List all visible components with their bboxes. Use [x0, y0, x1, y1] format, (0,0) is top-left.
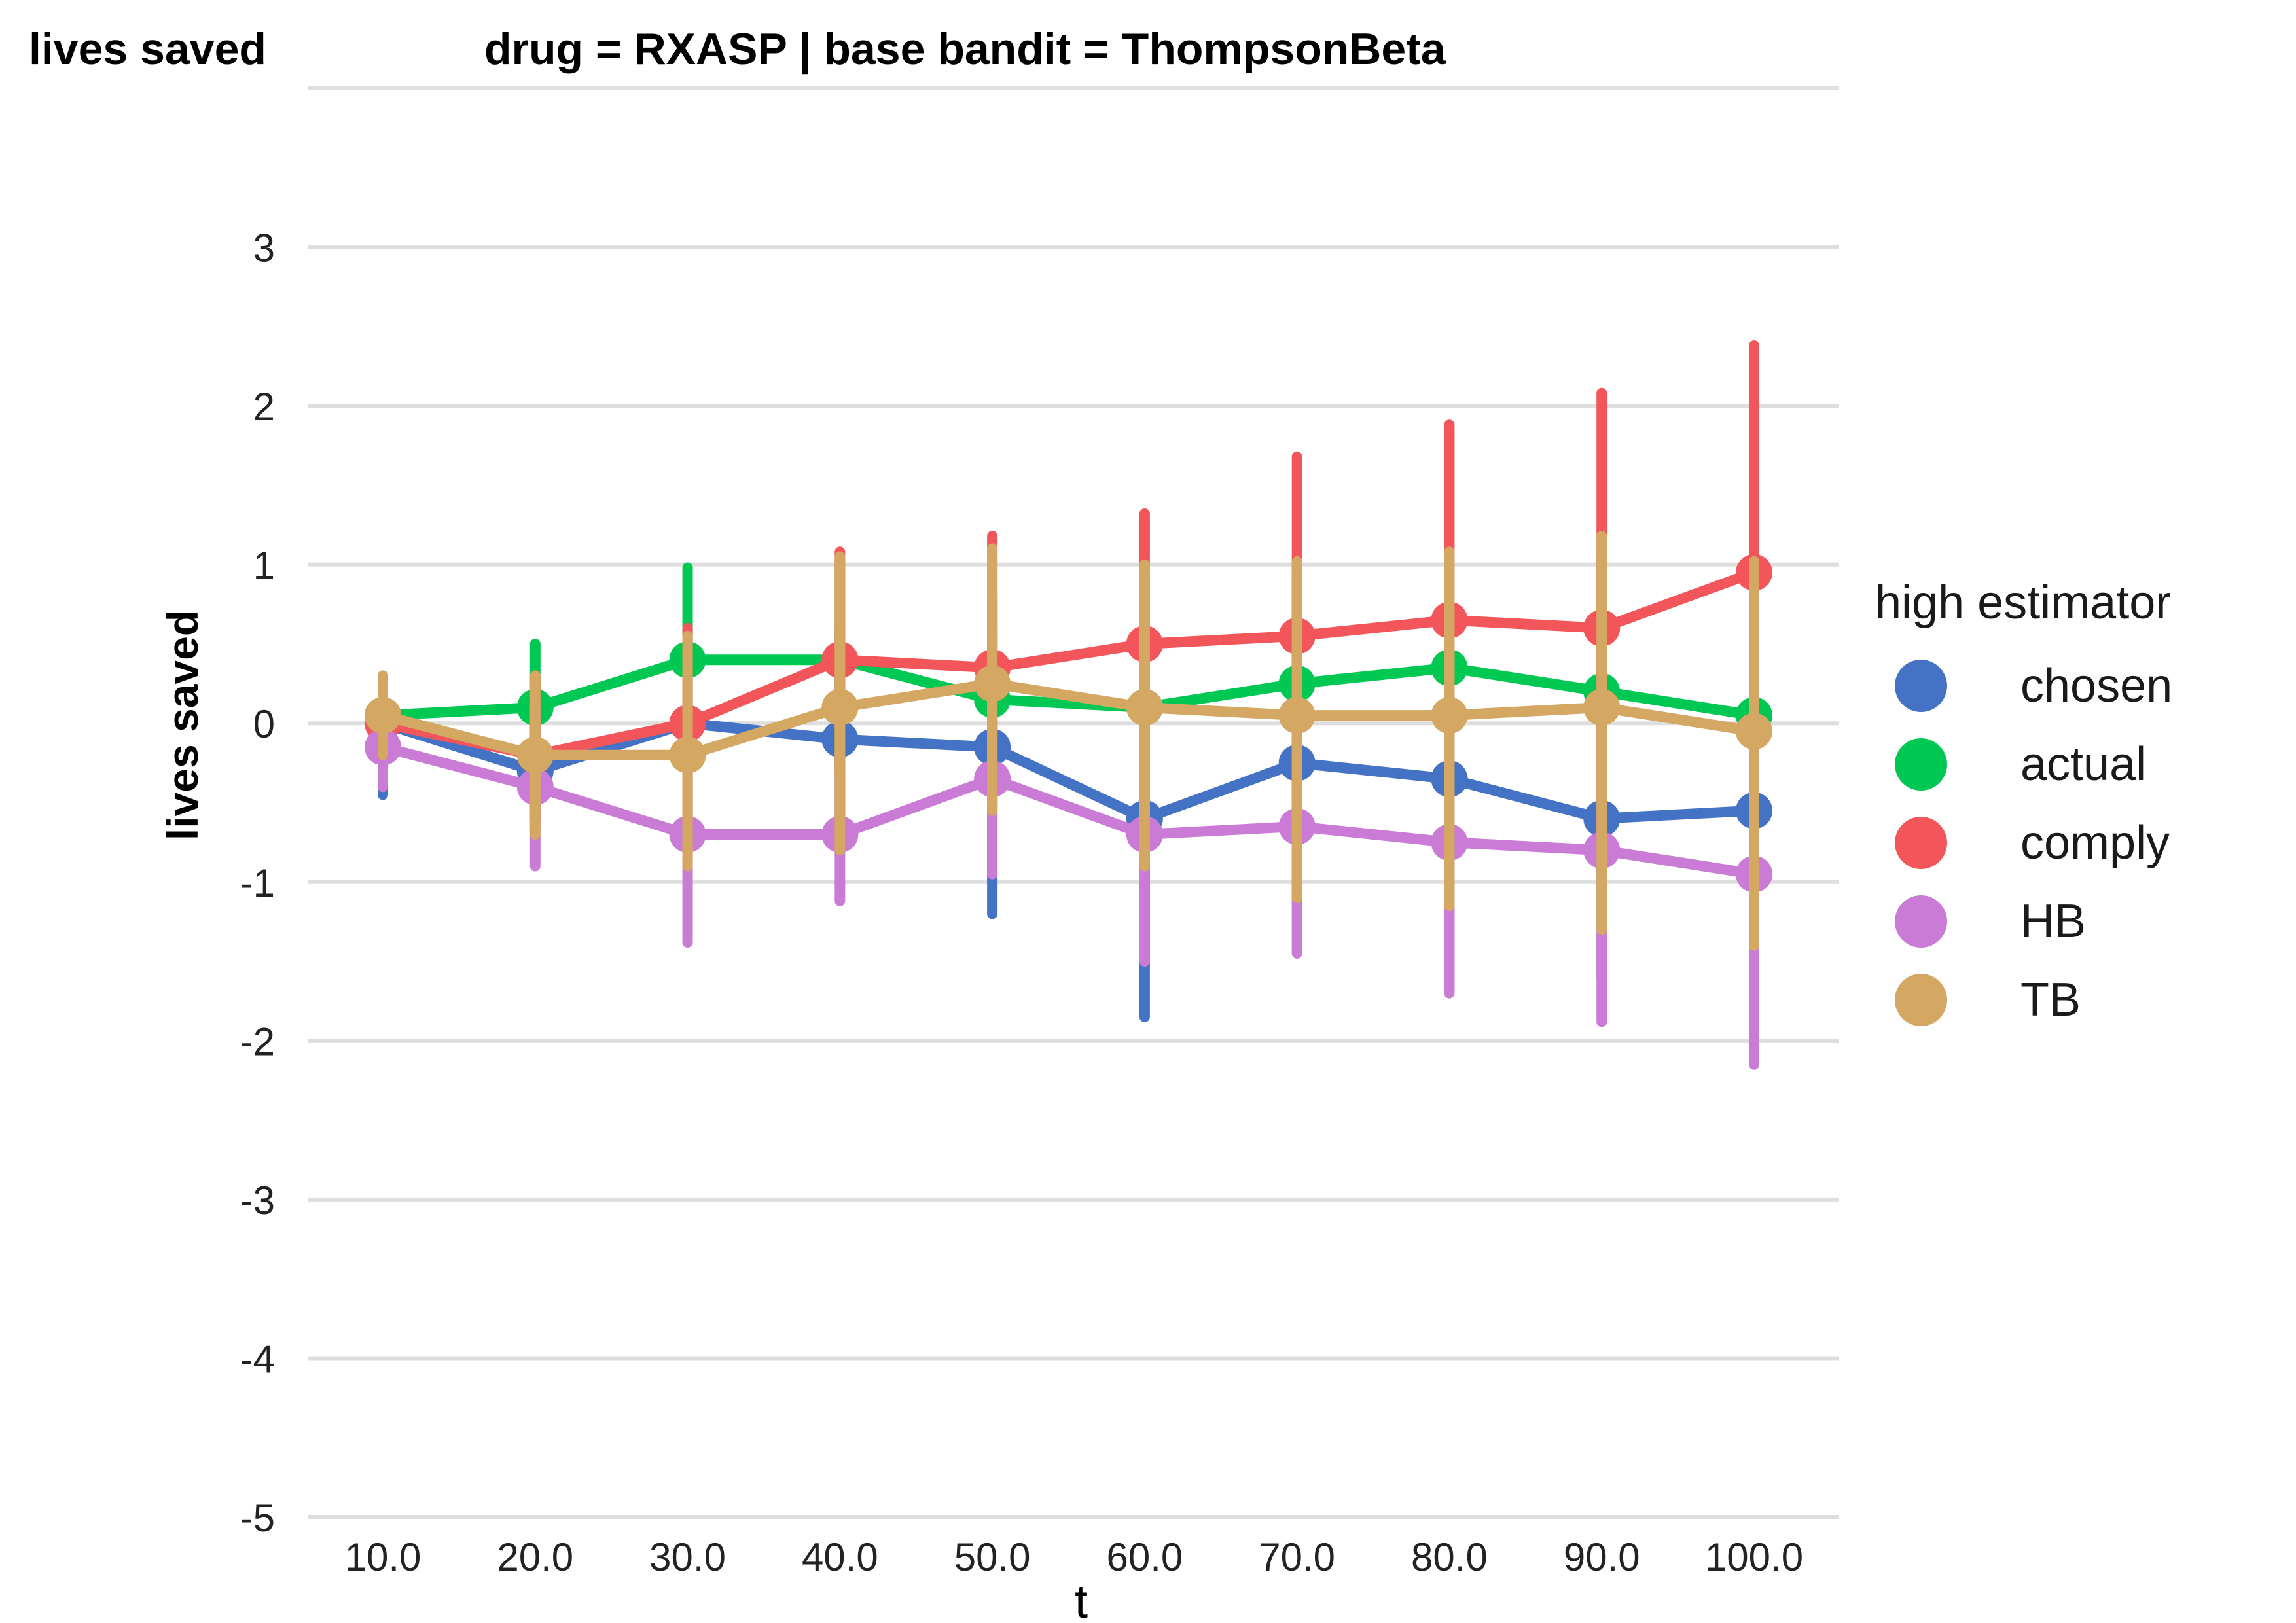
y-tick-label: -5	[240, 1496, 275, 1540]
legend-label: TB	[2020, 974, 2081, 1026]
legend-title: high estimator	[1875, 577, 2172, 629]
legend-label: chosen	[2020, 660, 2173, 712]
series-line	[381, 678, 1755, 760]
data-point	[516, 736, 554, 774]
legend-label: actual	[2020, 738, 2147, 791]
x-tick-label: 90.0	[1564, 1535, 1640, 1579]
x-tick-label: 30.0	[649, 1535, 726, 1579]
x-tick-label: 60.0	[1106, 1535, 1183, 1579]
y-tick-label: 0	[253, 702, 275, 746]
legend-swatch	[1895, 738, 1947, 791]
data-point	[365, 697, 401, 734]
data-point	[821, 688, 859, 726]
y-tick-label: -2	[240, 1020, 275, 1063]
gridlines	[308, 86, 1839, 1519]
series-line	[381, 718, 1755, 824]
legend-item: TB	[1875, 961, 2172, 1039]
data-point	[1126, 688, 1163, 726]
y-tick-label: -3	[240, 1179, 275, 1222]
y-tick-label: 3	[253, 226, 275, 270]
legend-label: HB	[2020, 895, 2087, 948]
series-layer	[365, 340, 1772, 1070]
corner-axis-label: lives saved	[29, 24, 266, 74]
data-point	[669, 736, 706, 774]
legend: high estimator chosen actual comply HB TB	[1875, 576, 2172, 1039]
legend-item: chosen	[1875, 647, 2172, 725]
y-axis-label: lives saved	[158, 610, 207, 840]
series-TB	[365, 531, 1772, 951]
y-tick-label: 2	[253, 385, 275, 429]
x-axis-label: t	[1075, 1576, 1088, 1623]
y-tick-label: 1	[253, 544, 275, 588]
x-tick-label: 10.0	[345, 1535, 422, 1579]
x-tick-label: 40.0	[802, 1535, 878, 1579]
legend-label: comply	[2020, 817, 2170, 869]
legend-swatch	[1895, 895, 1947, 948]
legend-items: chosen actual comply HB TB	[1875, 647, 2172, 1039]
data-point	[1736, 713, 1772, 750]
x-tick-label: 20.0	[497, 1535, 573, 1579]
x-tick-label: 50.0	[954, 1535, 1031, 1579]
chart-title: drug = RXASP | base bandit = ThompsonBet…	[484, 24, 1446, 74]
legend-item: actual	[1875, 725, 2172, 804]
x-tick-label: 80.0	[1411, 1535, 1488, 1579]
legend-item: comply	[1875, 804, 2172, 882]
data-point	[1431, 697, 1468, 734]
x-tick-label: 70.0	[1259, 1535, 1335, 1579]
data-point	[1278, 697, 1316, 734]
y-tick-labels: -5 -4 -3 -2 -1 0 1 2 3	[240, 226, 275, 1540]
y-tick-label: -1	[240, 861, 275, 905]
data-point	[974, 665, 1011, 702]
series-line	[382, 654, 1755, 721]
legend-item: HB	[1875, 882, 2172, 961]
x-tick-label: 100.0	[1705, 1535, 1803, 1579]
y-tick-label: -4	[240, 1337, 275, 1381]
legend-swatch	[1895, 817, 1947, 869]
series-line	[381, 741, 1755, 880]
series-line	[382, 567, 1756, 760]
x-tick-labels: 10.0 20.0 30.0 40.0 50.0 60.0 70.0 80.0 90.0 100.…	[345, 1535, 1803, 1579]
legend-swatch	[1895, 974, 1947, 1026]
data-point	[1583, 688, 1621, 726]
legend-swatch	[1895, 660, 1947, 712]
